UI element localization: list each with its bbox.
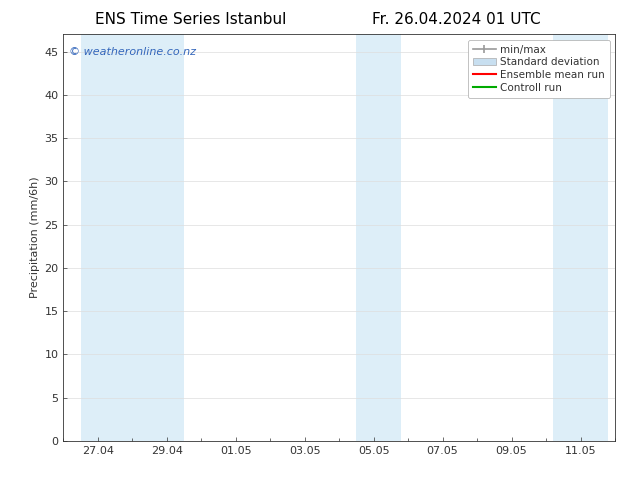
Text: © weatheronline.co.nz: © weatheronline.co.nz — [69, 47, 196, 56]
Y-axis label: Precipitation (mm/6h): Precipitation (mm/6h) — [30, 177, 40, 298]
Bar — [81, 34, 184, 441]
Bar — [553, 34, 608, 441]
Text: Fr. 26.04.2024 01 UTC: Fr. 26.04.2024 01 UTC — [372, 12, 541, 27]
Bar — [356, 34, 401, 441]
Text: ENS Time Series Istanbul: ENS Time Series Istanbul — [94, 12, 286, 27]
Legend: min/max, Standard deviation, Ensemble mean run, Controll run: min/max, Standard deviation, Ensemble me… — [467, 40, 610, 98]
